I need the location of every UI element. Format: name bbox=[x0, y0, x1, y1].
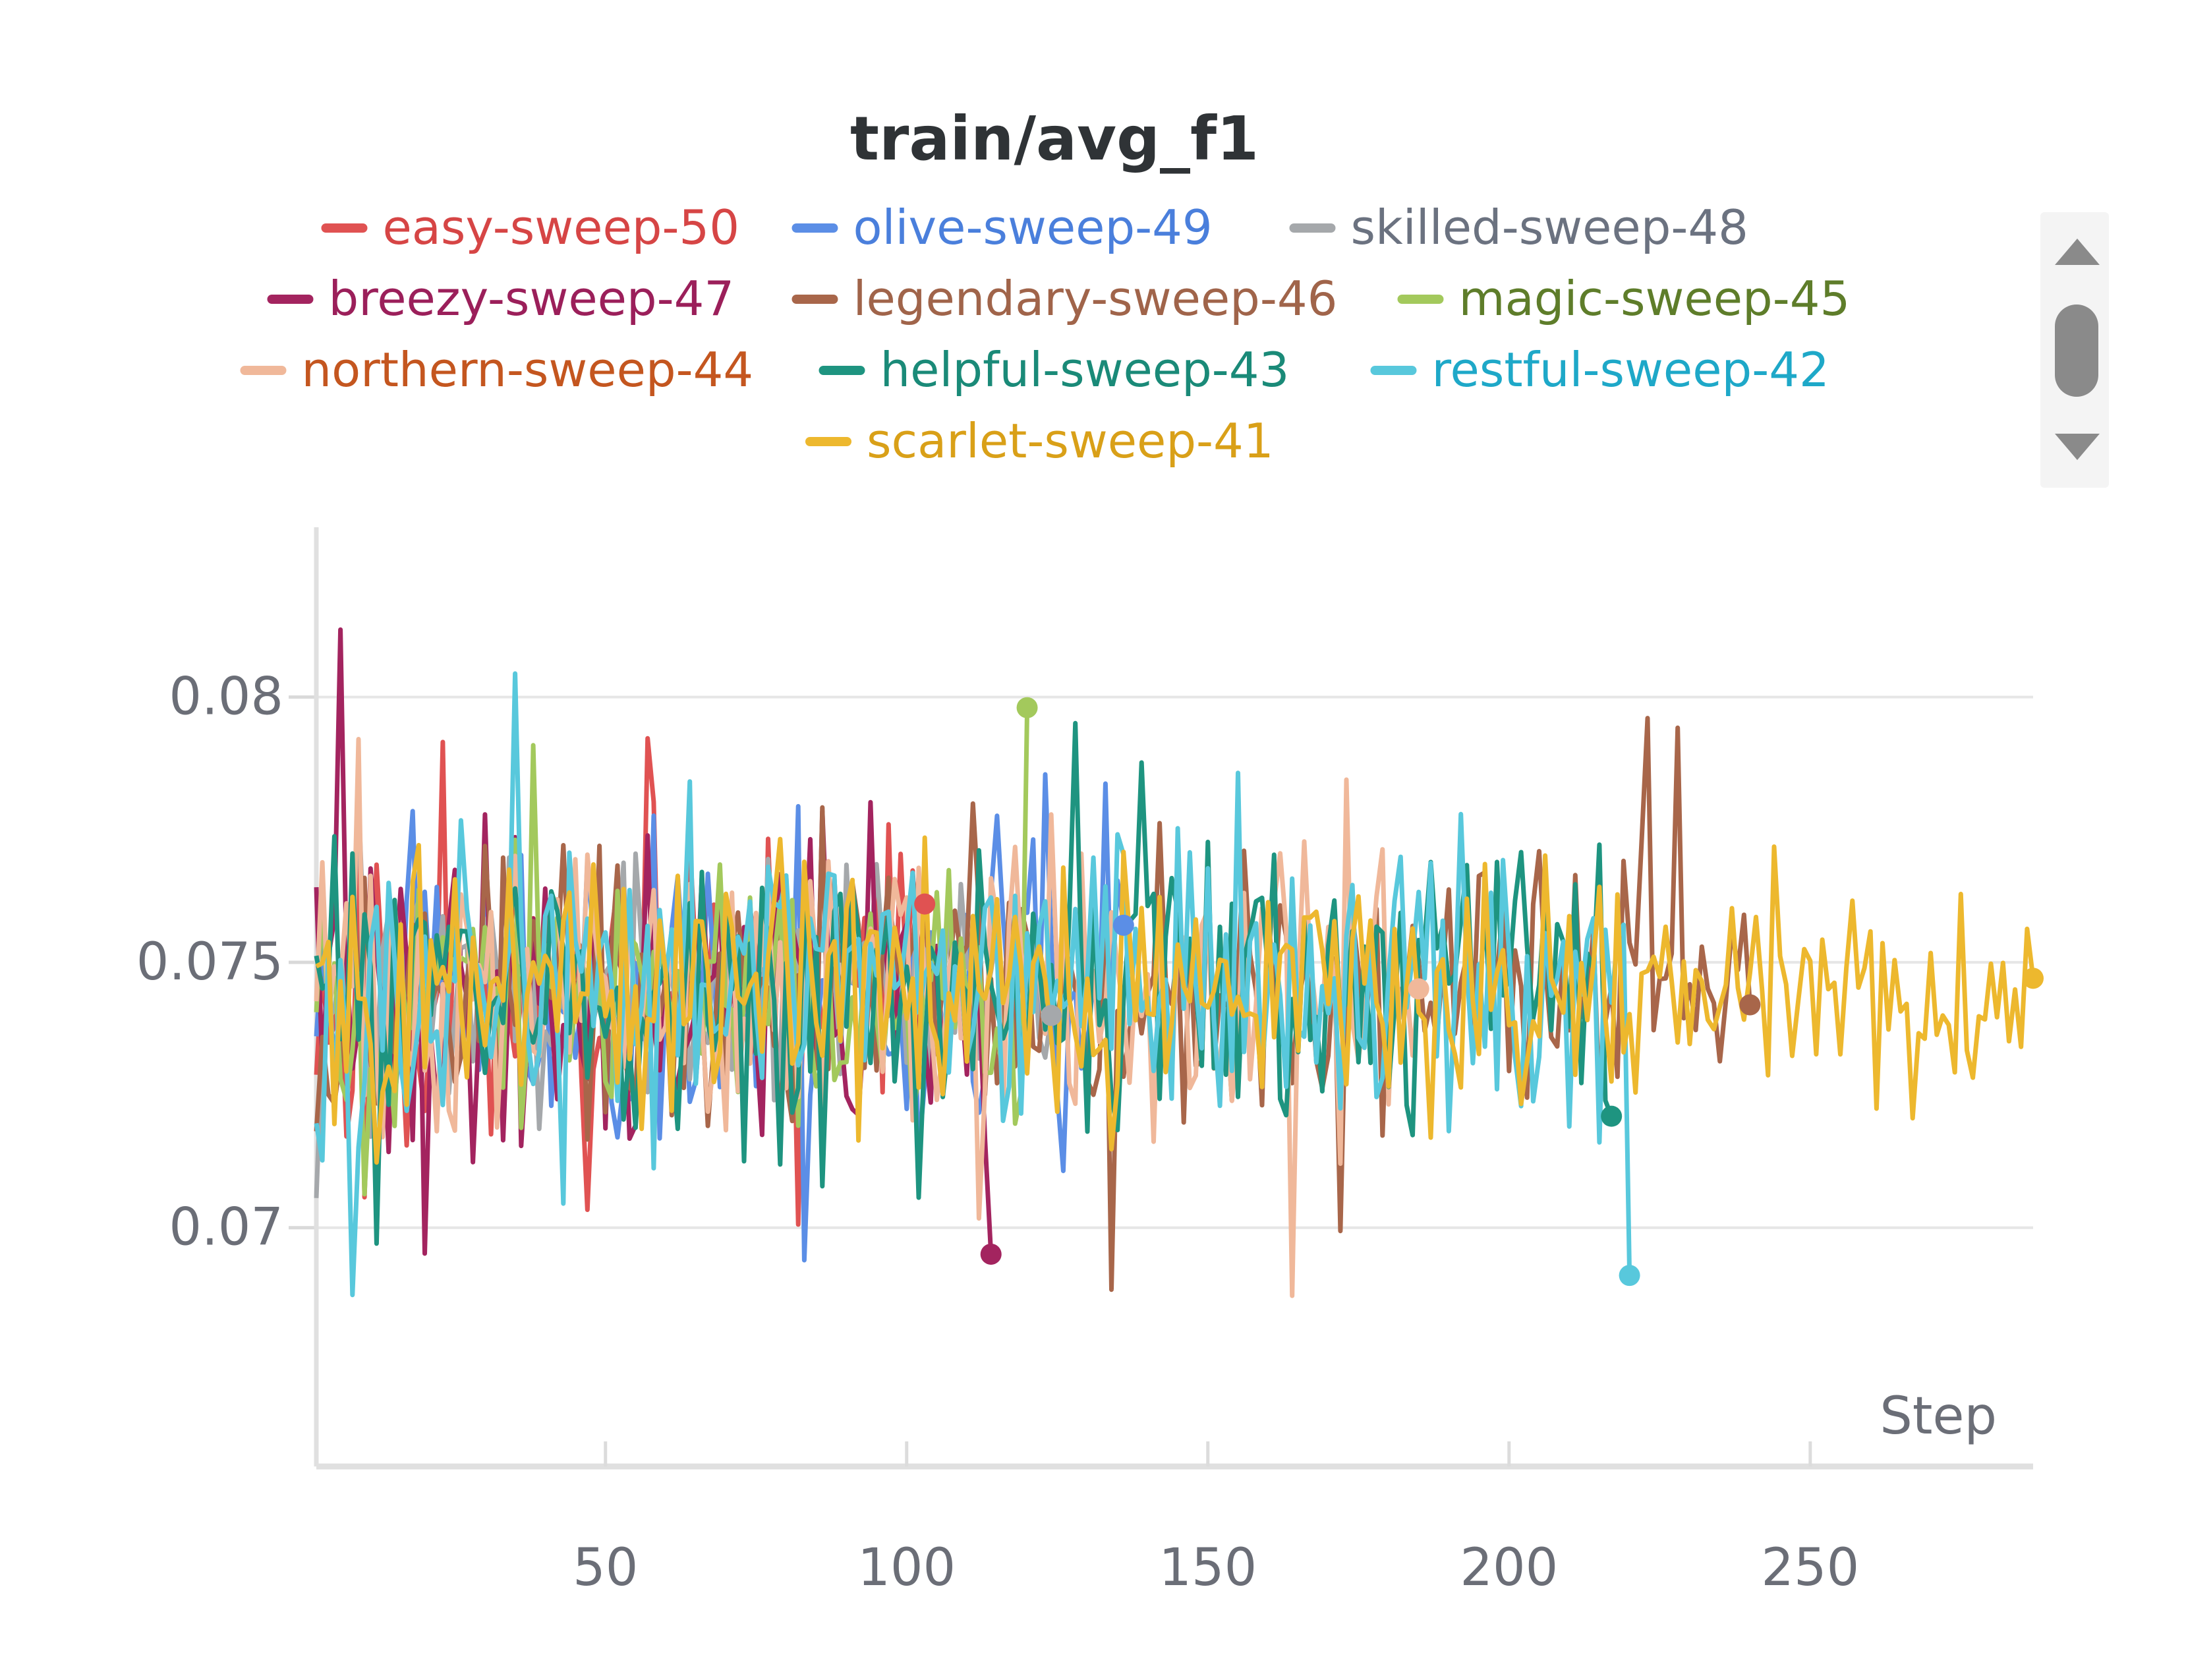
end-point-skilled-sweep-48 bbox=[1041, 1004, 1062, 1026]
x-axis-label: Step bbox=[1880, 1387, 1997, 1446]
legend-label-skilled-sweep-48: skilled-sweep-48 bbox=[1351, 200, 1749, 255]
x-tick-label: 200 bbox=[1460, 1538, 1558, 1598]
end-point-magic-sweep-45 bbox=[1016, 697, 1038, 718]
legend-label-restful-sweep-42: restful-sweep-42 bbox=[1432, 342, 1829, 397]
legend: easy-sweep-50 olive-sweep-49 skilled-sweep… bbox=[240, 200, 1851, 469]
y-tick-label: 0.075 bbox=[136, 933, 283, 992]
end-point-olive-sweep-49 bbox=[1112, 914, 1134, 936]
x-tick-label: 100 bbox=[857, 1538, 956, 1598]
legend-label-olive-sweep-49: olive-sweep-49 bbox=[853, 200, 1213, 255]
legend-label-helpful-sweep-43: helpful-sweep-43 bbox=[880, 342, 1290, 397]
series-lines bbox=[314, 627, 2036, 1298]
end-point-breezy-sweep-47 bbox=[980, 1243, 1002, 1265]
end-point-northern-sweep-44 bbox=[1408, 978, 1429, 1000]
legend-label-breezy-sweep-47: breezy-sweep-47 bbox=[329, 271, 735, 326]
legend-label-northern-sweep-44: northern-sweep-44 bbox=[302, 342, 754, 397]
series-line-restful-sweep-42 bbox=[314, 671, 1632, 1298]
y-tick-label: 0.07 bbox=[169, 1198, 283, 1258]
chart-title: train/avg_f1 bbox=[850, 103, 1259, 174]
scroll-thumb[interactable] bbox=[2055, 304, 2098, 397]
end-point-legendary-sweep-46 bbox=[1739, 994, 1761, 1016]
end-point-easy-sweep-50 bbox=[914, 893, 936, 915]
scroll-down-icon[interactable] bbox=[2055, 434, 2100, 460]
end-point-restful-sweep-42 bbox=[1619, 1265, 1640, 1287]
axes: 0.07 0.075 0.08 50 100 150 200 250 bbox=[136, 527, 2033, 1598]
legend-label-scarlet-sweep-41: scarlet-sweep-41 bbox=[867, 413, 1274, 469]
x-tick-label: 50 bbox=[573, 1538, 638, 1598]
series-end-markers bbox=[914, 697, 2044, 1287]
end-point-scarlet-sweep-41 bbox=[2023, 968, 2044, 989]
legend-label-easy-sweep-50: easy-sweep-50 bbox=[383, 200, 740, 255]
x-tick-label: 250 bbox=[1761, 1538, 1859, 1598]
scroll-up-icon[interactable] bbox=[2055, 239, 2100, 265]
legend-scrollbar[interactable] bbox=[2040, 212, 2109, 488]
y-tick-label: 0.08 bbox=[169, 668, 283, 727]
legend-label-legendary-sweep-46: legendary-sweep-46 bbox=[853, 271, 1338, 326]
legend-label-magic-sweep-45: magic-sweep-45 bbox=[1459, 271, 1851, 326]
end-point-helpful-sweep-43 bbox=[1601, 1105, 1623, 1127]
x-tick-label: 150 bbox=[1159, 1538, 1257, 1598]
